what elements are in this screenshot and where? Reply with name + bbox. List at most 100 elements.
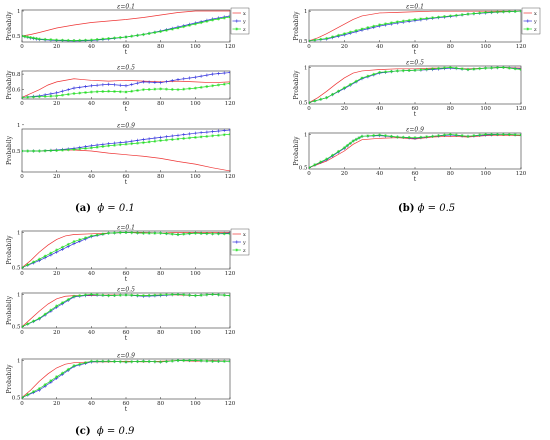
series-z-point [222, 16, 226, 20]
x-tick-label: 60 [123, 401, 130, 407]
series-z-point [182, 25, 186, 29]
series-z-point [205, 19, 209, 23]
series-x-line [309, 135, 521, 168]
chart-c-3: 0 20 40 60 80 100 120 0.5 1 ε=0.9 t Probabily [6, 353, 236, 414]
series-z-point [407, 135, 411, 139]
chart-a-1: 0 20 40 60 80 100 120 0.5 1 ε=0.1 t Probabily xyz [6, 4, 250, 56]
y-tick-label: 0.5 [12, 396, 21, 402]
x-tick-label: 80 [157, 44, 164, 50]
series-y-point [153, 136, 157, 140]
series-z-point [55, 38, 59, 42]
series-z-point [101, 359, 105, 363]
y-tick-label: 0.5 [299, 166, 308, 172]
y-tick-label: 0.5 [299, 101, 308, 107]
series-z-point [26, 95, 30, 99]
series-z-point [507, 66, 511, 70]
series-z-point [43, 37, 47, 41]
series-z-point [366, 134, 370, 138]
y-axis-label: Probabily [6, 11, 13, 41]
series-z-point [22, 95, 24, 99]
chart-title: ε=0.5 [406, 60, 424, 67]
series-z-point [216, 232, 220, 236]
series-y-point [83, 84, 88, 89]
series-z-point [84, 38, 88, 42]
x-tick-label: 100 [190, 101, 201, 107]
series-z-point [182, 232, 186, 236]
series-z-point [176, 358, 180, 362]
series-z-point [222, 359, 226, 363]
series-z-point [211, 18, 215, 22]
series-z-point [478, 11, 482, 15]
x-tick-label: 0 [20, 44, 24, 50]
series-z-point [153, 360, 157, 364]
series-z-point [419, 135, 423, 139]
series-z-point [519, 133, 521, 137]
caption-a-letter: (a) [75, 203, 91, 214]
series-z-point [484, 66, 488, 70]
series-z-point [49, 149, 53, 153]
series-z-point [49, 308, 53, 312]
chart-title: ε=0.1 [406, 4, 424, 11]
series-z-point [413, 136, 417, 140]
series-z-point [205, 293, 209, 297]
x-tick-label: 0 [20, 101, 24, 107]
series-z-point [141, 294, 145, 298]
series-z-point [118, 231, 122, 235]
series-z-point [205, 85, 209, 89]
x-tick-label: 20 [53, 174, 60, 180]
series-z-point [43, 254, 47, 258]
y-axis-label: Probabily [293, 70, 300, 100]
series-z-point [182, 136, 186, 140]
y-axis-label: Probabily [6, 235, 13, 265]
series-z-point [72, 294, 76, 298]
series-z-point [342, 146, 346, 150]
x-axis-label: t [125, 49, 128, 56]
series-z-point [484, 10, 488, 14]
x-tick-label: 60 [123, 44, 130, 50]
x-tick-label: 120 [516, 171, 527, 177]
axes-frame [21, 230, 231, 270]
series-z-point [159, 87, 163, 91]
series-y-point [176, 77, 180, 82]
series-z-point [431, 67, 435, 71]
series-z-point [159, 139, 163, 143]
legend: xyz [230, 228, 250, 256]
series-x-line [309, 67, 521, 103]
plot-area [22, 128, 230, 172]
x-axis-label: t [414, 49, 417, 56]
x-tick-label: 20 [53, 44, 60, 50]
y-tick-label: 0.5 [12, 34, 21, 40]
series-z-point [89, 234, 93, 238]
y-tick-label: 0.5 [299, 39, 308, 45]
x-tick-label: 60 [412, 44, 419, 50]
series-z-point [354, 79, 358, 83]
series-z-point [354, 137, 358, 141]
chart-a-3: 0 20 40 60 80 100 120 0.5 1 ε=0.9 t Probabily [6, 123, 236, 187]
series-z-point [124, 35, 128, 39]
x-tick-label: 20 [341, 106, 348, 112]
x-tick-label: 20 [53, 101, 60, 107]
x-tick-label: 80 [447, 106, 454, 112]
x-tick-label: 0 [307, 106, 311, 112]
series-y-point [159, 135, 163, 139]
series-y-point [135, 81, 140, 85]
series-y-point [170, 134, 174, 138]
x-tick-label: 60 [123, 271, 130, 277]
series-z-point [49, 38, 53, 42]
caption-a: (a) ϕ = 0.1 [75, 203, 135, 214]
x-tick-label: 20 [341, 171, 348, 177]
series-z-point [211, 232, 215, 236]
series-y-point [141, 137, 145, 142]
x-tick-label: 80 [157, 271, 164, 277]
series-z-point [199, 135, 203, 139]
series-z-point [130, 293, 134, 297]
series-y-point [216, 71, 221, 76]
series-z-point [147, 87, 151, 91]
series-z-point [442, 66, 446, 70]
legend-label-x: x [243, 11, 246, 17]
series-z-point [32, 390, 36, 394]
series-z-point [348, 141, 352, 145]
series-z-point [366, 74, 370, 78]
x-tick-label: 20 [53, 330, 60, 336]
